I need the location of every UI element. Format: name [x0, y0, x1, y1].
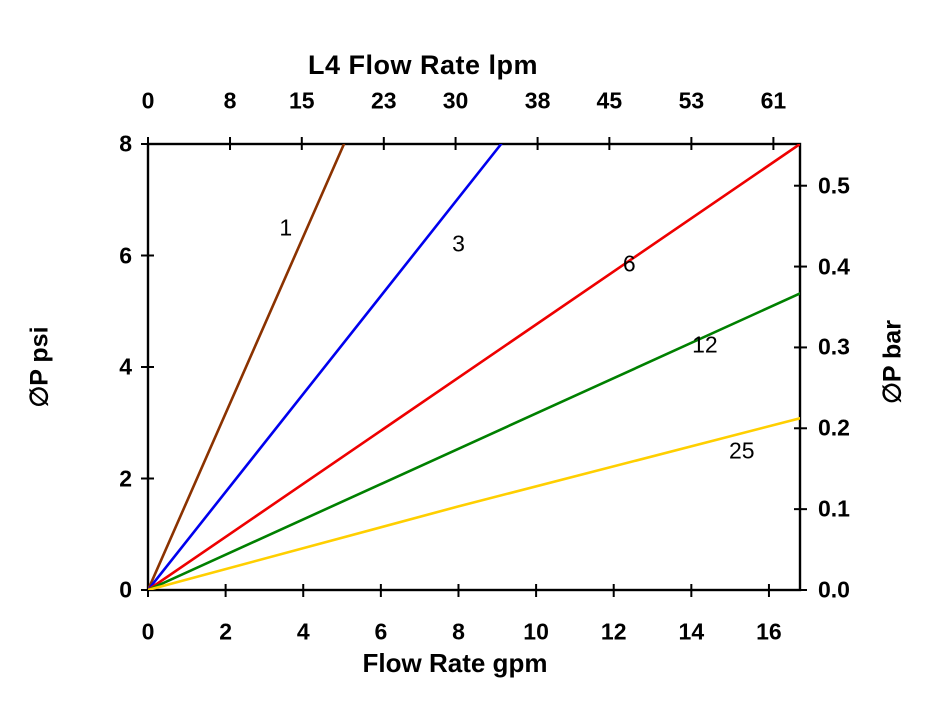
- bottom-axis-title: Flow Rate gpm: [362, 648, 548, 678]
- x-bottom-tick-label: 12: [600, 618, 627, 645]
- x-bottom-tick-label: 16: [756, 618, 782, 645]
- series-lines: [148, 144, 800, 590]
- x-top-tick-label: 45: [596, 87, 623, 114]
- series-label-12: 12: [692, 331, 718, 358]
- x-bottom-tick-label: 4: [296, 618, 310, 645]
- series-line-3: [148, 144, 503, 590]
- series-label-6: 6: [622, 250, 636, 277]
- plot-frame: [146, 142, 802, 592]
- left-axis-title: ∅P psi: [25, 326, 54, 408]
- x-top-tick-label: 23: [371, 87, 397, 114]
- x-top-tick-label: 0: [141, 87, 155, 114]
- x-top-tick-label: 61: [760, 87, 787, 114]
- series-line-1: [148, 144, 346, 590]
- y-left-tick-label: 2: [119, 465, 132, 491]
- x-bottom-tick-label: 6: [374, 618, 388, 645]
- x-bottom-tick-label: 14: [678, 618, 705, 645]
- y-left-tick-label: 8: [119, 130, 132, 157]
- x-top-tick-label: 8: [223, 87, 237, 114]
- series-line-12: [148, 292, 800, 590]
- y-left-tick-label: 4: [119, 353, 132, 380]
- series-label-25: 25: [728, 437, 755, 464]
- x-top-tick-label: 15: [288, 87, 315, 114]
- y-right-tick-label: 0.5: [818, 172, 850, 199]
- y-left-tick-label: 0: [119, 576, 132, 603]
- right-axis-title: ∅P bar: [878, 320, 907, 404]
- y-right-tick-label: 0.4: [818, 253, 850, 280]
- series-label-3: 3: [452, 230, 465, 257]
- y-left-tick-label: 6: [119, 242, 132, 268]
- y-right-tick-label: 0.2: [818, 414, 850, 441]
- series-label-1: 1: [279, 214, 293, 241]
- x-bottom-tick-label: 10: [523, 618, 549, 645]
- y-right-tick-label: 0.1: [818, 495, 850, 522]
- y-right-tick-label: 0.3: [818, 333, 850, 360]
- x-bottom-tick-label: 2: [219, 618, 233, 645]
- series-line-6: [148, 144, 800, 590]
- x-top-tick-label: 30: [442, 87, 469, 114]
- series-line-25: [148, 416, 800, 590]
- x-top-tick-label: 53: [678, 87, 705, 114]
- x-top-tick-label: 38: [524, 87, 551, 114]
- y-right-tick-label: 0.0: [818, 576, 850, 603]
- x-bottom-tick-label: 0: [141, 618, 155, 645]
- top-axis-title: L4 Flow Rate lpm: [307, 50, 539, 80]
- x-bottom-tick-label: 8: [452, 618, 465, 645]
